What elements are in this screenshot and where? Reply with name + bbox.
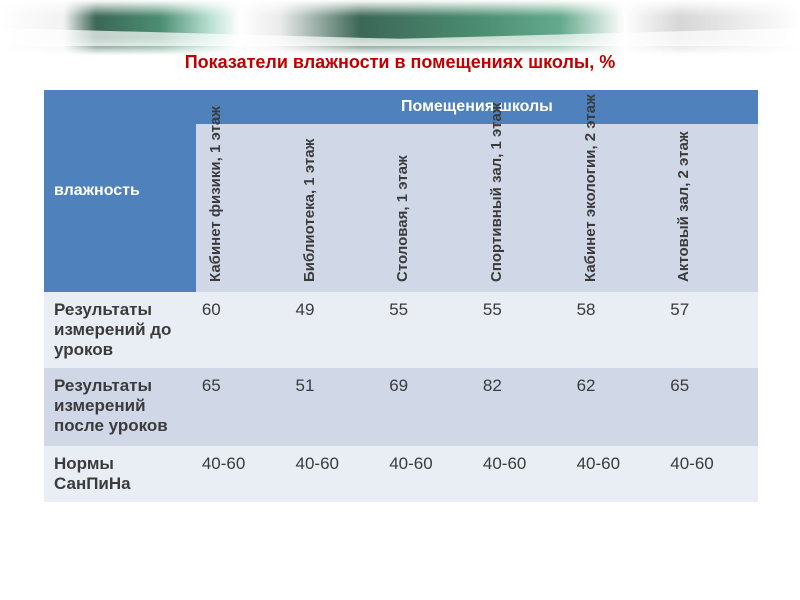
- data-cell: 82: [477, 368, 571, 446]
- corner-label: влажность: [54, 182, 140, 199]
- row-label: Нормы СанПиНа: [44, 446, 196, 502]
- data-cell: 60: [196, 292, 290, 368]
- col-header-label: Актовый зал, 2 этаж: [675, 122, 692, 282]
- group-header: Помещения школы: [196, 90, 758, 124]
- col-header-4: Кабинет экологии, 2 этаж: [571, 124, 665, 292]
- data-cell: 65: [664, 368, 758, 446]
- col-header-label: Кабинет физики, 1 этаж: [207, 122, 224, 282]
- corner-header: влажность: [44, 90, 196, 292]
- humidity-table: влажность Помещения школы Кабинет физики…: [44, 90, 758, 502]
- table-row: Нормы СанПиНа 40-60 40-60 40-60 40-60 40…: [44, 446, 758, 502]
- page-title: Показатели влажности в помещениях школы,…: [0, 52, 800, 73]
- table-row: Результаты измерений до уроков 60 49 55 …: [44, 292, 758, 368]
- data-cell: 49: [290, 292, 384, 368]
- data-cell: 55: [383, 292, 477, 368]
- data-cell: 40-60: [571, 446, 665, 502]
- data-cell: 57: [664, 292, 758, 368]
- col-header-label: Спортивный зал, 1 этаж: [488, 122, 505, 282]
- data-cell: 40-60: [477, 446, 571, 502]
- group-header-label: Помещения школы: [401, 98, 553, 115]
- col-header-3: Спортивный зал, 1 этаж: [477, 124, 571, 292]
- data-cell: 62: [571, 368, 665, 446]
- data-cell: 40-60: [290, 446, 384, 502]
- col-header-1: Библиотека, 1 этаж: [290, 124, 384, 292]
- table-row: Результаты измерений после уроков 65 51 …: [44, 368, 758, 446]
- col-header-5: Актовый зал, 2 этаж: [664, 124, 758, 292]
- row-label: Результаты измерений до уроков: [44, 292, 196, 368]
- decorative-banner: [0, 0, 800, 55]
- data-cell: 69: [383, 368, 477, 446]
- col-header-label: Кабинет экологии, 2 этаж: [582, 122, 599, 282]
- data-cell: 40-60: [196, 446, 290, 502]
- data-cell: 40-60: [664, 446, 758, 502]
- data-cell: 55: [477, 292, 571, 368]
- col-header-2: Столовая, 1 этаж: [383, 124, 477, 292]
- data-cell: 65: [196, 368, 290, 446]
- col-header-0: Кабинет физики, 1 этаж: [196, 124, 290, 292]
- data-cell: 51: [290, 368, 384, 446]
- title-text: Показатели влажности в помещениях школы,…: [185, 52, 616, 72]
- data-cell: 58: [571, 292, 665, 368]
- col-header-label: Столовая, 1 этаж: [394, 122, 411, 282]
- row-label: Результаты измерений после уроков: [44, 368, 196, 446]
- col-header-label: Библиотека, 1 этаж: [301, 122, 318, 282]
- data-cell: 40-60: [383, 446, 477, 502]
